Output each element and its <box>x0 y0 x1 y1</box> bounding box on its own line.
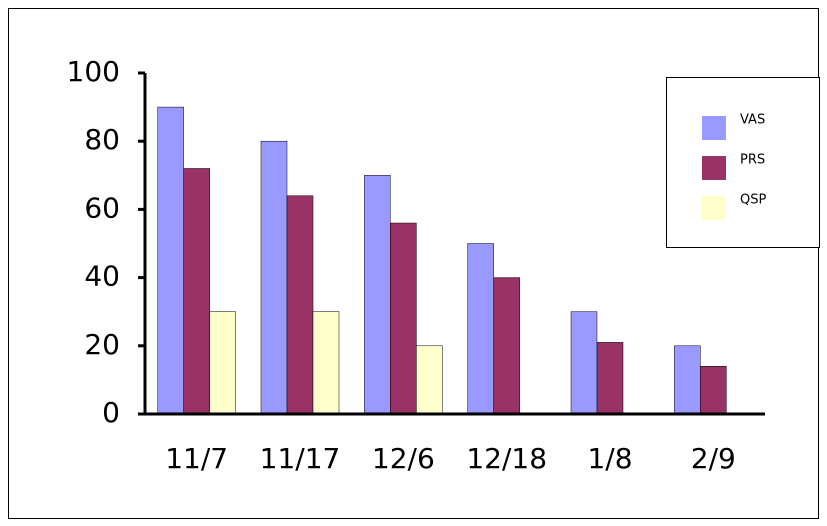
legend-swatch <box>702 196 726 220</box>
bar <box>183 168 210 415</box>
bar <box>260 140 288 415</box>
bar <box>390 222 417 415</box>
bar <box>364 175 391 415</box>
legend-label: VAS <box>740 113 765 128</box>
y-tick-label: 100 <box>67 55 120 88</box>
bar <box>596 342 624 415</box>
y-tick-label: 60 <box>84 191 120 224</box>
legend-box <box>666 77 820 248</box>
bar <box>674 345 701 415</box>
bar <box>700 366 727 415</box>
legend-swatch <box>702 116 726 140</box>
x-tick-label: 1/8 <box>587 442 632 475</box>
bar <box>467 243 494 415</box>
bar <box>209 311 236 415</box>
legend-swatch <box>702 156 726 180</box>
legend-label: QSP <box>740 193 766 208</box>
bar <box>157 106 184 415</box>
x-tick-label: 11/17 <box>260 442 341 475</box>
y-tick-label: 80 <box>84 123 120 156</box>
bar <box>493 277 520 415</box>
y-tick-label: 20 <box>84 328 120 361</box>
bar <box>416 345 443 415</box>
x-tick-label: 12/18 <box>466 442 547 475</box>
y-tick-label: 40 <box>84 260 120 293</box>
bar <box>312 311 340 415</box>
x-tick-label: 12/6 <box>372 442 435 475</box>
legend-label: PRS <box>740 153 765 168</box>
x-tick-label: 11/7 <box>165 442 228 475</box>
bar <box>570 311 598 415</box>
bar <box>286 195 314 415</box>
x-tick-label: 2/9 <box>691 442 736 475</box>
y-tick-label: 0 <box>102 396 120 429</box>
